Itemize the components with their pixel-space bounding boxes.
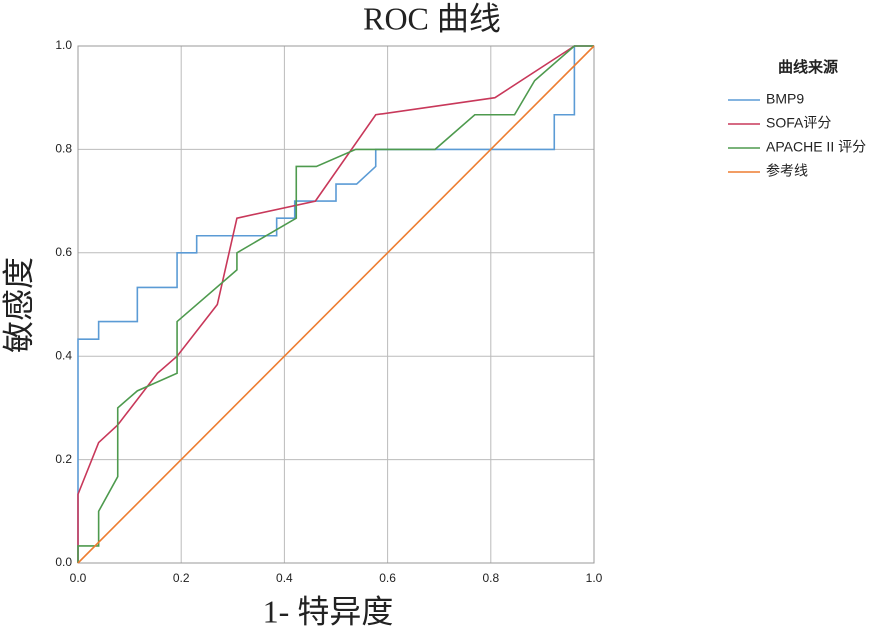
chart-title: ROC 曲线 (363, 0, 501, 36)
y-tick-label: 0.0 (55, 555, 72, 569)
x-tick-label: 0.2 (173, 571, 190, 585)
legend-title: 曲线来源 (778, 58, 838, 76)
x-tick-label: 1.0 (586, 571, 603, 585)
legend-label: SOFA评分 (766, 115, 831, 131)
x-tick-label: 0.8 (482, 571, 499, 585)
y-tick-label: 0.2 (55, 452, 72, 466)
legend-label: APACHE II 评分 (766, 139, 866, 155)
x-tick-label: 0.0 (70, 571, 87, 585)
y-tick-label: 0.4 (55, 348, 72, 362)
legend-label: 参考线 (766, 163, 808, 179)
plot-frame (77, 45, 595, 564)
x-axis-label: 1- 特异度 (263, 593, 394, 629)
y-tick-label: 0.6 (55, 245, 72, 259)
roc-line (77, 45, 594, 563)
x-tick-label: 0.6 (379, 571, 396, 585)
legend-label: BMP9 (766, 91, 804, 107)
y-axis-label: 敏感度 (0, 257, 36, 353)
roc-line (77, 45, 594, 563)
x-tick-label: 0.4 (276, 571, 293, 585)
y-tick-label: 1.0 (55, 38, 72, 52)
roc-line (77, 45, 595, 564)
y-tick-label: 0.8 (55, 142, 72, 156)
roc-line (77, 45, 594, 563)
